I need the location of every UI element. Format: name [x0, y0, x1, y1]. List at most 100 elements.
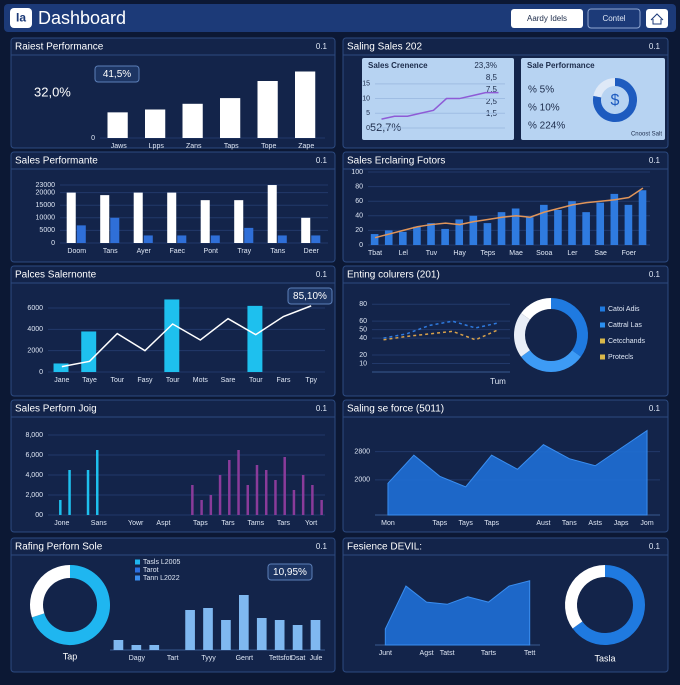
y-tick-label: 8,000	[25, 432, 43, 439]
bar	[441, 228, 449, 245]
bar	[596, 202, 605, 245]
bar	[210, 235, 220, 243]
button[interactable]	[511, 9, 583, 28]
legend-swatch	[600, 322, 605, 328]
y-tick-label: 0	[359, 242, 363, 249]
panel-corner: 0.1	[649, 42, 661, 51]
panel	[10, 37, 336, 149]
line	[383, 328, 499, 341]
badge	[94, 65, 140, 83]
x-tick-label: Tans	[562, 520, 577, 527]
x-tick-label: Dagy	[129, 655, 146, 662]
x-tick-label: Tett	[524, 650, 535, 657]
line	[381, 91, 499, 120]
x-tick-label: Sans	[91, 520, 107, 527]
stat-item: % 224%	[528, 121, 565, 132]
donut-slice	[514, 313, 531, 357]
bar	[320, 500, 323, 515]
panel-corner: 0.1	[316, 270, 328, 279]
bar	[86, 470, 90, 515]
x-tick-label: Lpps	[149, 143, 165, 150]
donut-slice	[565, 565, 606, 629]
x-tick-label: Tams	[247, 520, 264, 527]
button[interactable]	[587, 8, 641, 29]
home-icon[interactable]	[650, 13, 664, 25]
y-tick-label: 0	[39, 369, 43, 376]
x-tick-label: Mae	[509, 250, 523, 257]
y-tick-label: 0	[91, 135, 95, 142]
bar	[427, 223, 435, 245]
x-tick-label: Tour	[110, 377, 124, 384]
x-tick-label: Tuv	[426, 250, 438, 257]
bar	[469, 215, 478, 245]
button-label[interactable]: Contel	[602, 14, 625, 23]
button-label[interactable]: Aardy Idels	[527, 14, 567, 23]
x-tick-label: Pont	[204, 248, 218, 255]
bar	[413, 226, 421, 245]
y-tick-label: 4000	[27, 326, 43, 333]
y-tick-label: 0	[51, 240, 55, 247]
x-tick-label: Tope	[261, 143, 276, 150]
y-tick-label: 100	[351, 169, 363, 176]
x-tick-label: Doom	[67, 248, 86, 255]
card-footer: Cnoost Salt	[631, 132, 662, 138]
card-title: Sales Crenence	[368, 61, 428, 70]
big-number: 32,0%	[34, 84, 71, 99]
panel-corner: 0.1	[649, 156, 661, 165]
y-tick-label: 60	[359, 318, 367, 325]
badge	[267, 563, 313, 581]
y-tick-label: 4,000	[25, 472, 43, 479]
bar	[244, 227, 254, 243]
badge-text: 41,5%	[103, 69, 131, 80]
bar	[554, 209, 562, 245]
x-tick-label: Fars	[276, 377, 291, 384]
panel-title: Saling se force (5011)	[347, 404, 444, 415]
x-tick-label: Jom	[640, 520, 653, 527]
badge	[287, 287, 333, 305]
x-tick-label: Dsat	[291, 655, 305, 662]
donut-slice	[31, 565, 110, 645]
x-tick-label: Jane	[54, 377, 69, 384]
home-button[interactable]	[646, 9, 668, 28]
bar	[53, 363, 69, 372]
x-tick-label: Mon	[381, 520, 395, 527]
stat-item: % 10%	[528, 103, 560, 114]
x-tick-label: Jone	[54, 520, 69, 527]
legend-label: Catoi Adis	[608, 306, 640, 313]
bar	[283, 457, 286, 515]
line	[374, 187, 644, 239]
y-tick-label: 5000	[39, 227, 55, 234]
x-tick-label: Junt	[379, 650, 392, 657]
bar	[96, 450, 99, 515]
x-tick-label: Jaws	[111, 143, 127, 150]
bar	[301, 217, 311, 243]
bar	[76, 225, 86, 243]
x-tick-label: Lel	[399, 250, 409, 257]
bar	[311, 485, 314, 515]
bar	[638, 190, 647, 245]
legend-swatch	[600, 338, 605, 344]
x-tick-label: Japs	[614, 520, 629, 527]
bar	[568, 201, 576, 245]
bar	[247, 305, 263, 372]
x-tick-label: Taye	[82, 377, 97, 384]
bar	[455, 219, 464, 245]
bar	[370, 234, 379, 245]
panel-corner: 0.1	[316, 156, 328, 165]
bar	[256, 618, 267, 650]
y-tick-label: 15000	[36, 202, 56, 209]
x-tick-label: Foer	[622, 250, 637, 257]
panel-corner: 0.1	[316, 404, 328, 413]
x-tick-label: Sooa	[536, 250, 552, 257]
y-tick-label: 15	[362, 81, 370, 88]
bar	[200, 200, 210, 243]
donut-center: $	[611, 92, 620, 109]
legend-label: Tann L2022	[143, 575, 180, 582]
bar	[497, 212, 506, 245]
x-tick-label: Agst	[420, 650, 434, 657]
y-tick-label: 00	[35, 512, 43, 519]
x-tick-label: Yort	[305, 520, 317, 527]
bar	[131, 645, 142, 650]
legend-label: Cattral Las	[608, 322, 642, 329]
y-tick-label: 6000	[27, 305, 43, 312]
